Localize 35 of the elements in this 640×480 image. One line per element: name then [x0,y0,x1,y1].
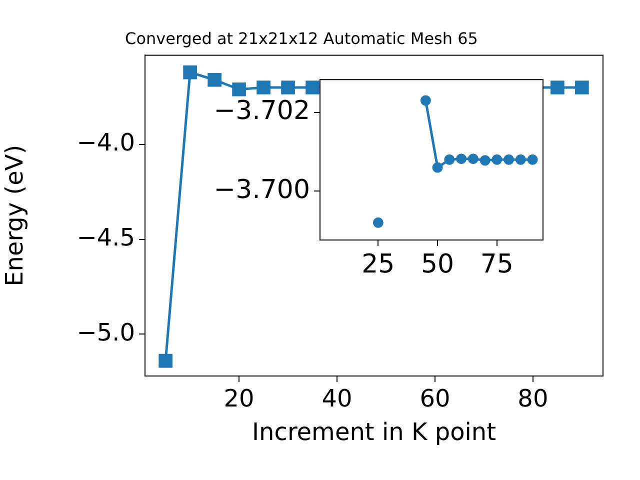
point [468,154,478,164]
x-tick-label: 80 [518,384,548,413]
point [183,65,197,80]
point [208,72,222,87]
point [444,154,455,165]
point [492,154,502,165]
point [575,80,589,94]
point [232,82,246,96]
chart-title: Converged at 21x21x12 Automatic Mesh 65 [125,28,478,48]
point [480,155,490,166]
y-tick-label: −4.0 [76,128,135,157]
y-tick-label: −4.5 [76,224,135,252]
point [504,154,514,165]
point [158,354,172,368]
x-tick-label: 60 [420,384,450,413]
point [256,80,270,94]
point [372,217,384,228]
y-tick-label: −3.700 [214,174,310,205]
x-tick-label: 20 [224,384,254,413]
y-axis-title: Energy (eV) [0,144,29,286]
point [281,80,295,94]
point [432,162,443,173]
point [515,154,526,165]
x-tick-label: 50 [421,249,454,280]
point [527,154,538,165]
x-tick-label: 25 [362,249,395,280]
x-tick-label: 75 [480,249,514,280]
point [550,80,564,94]
point [420,95,431,106]
y-tick-label: −3.702 [214,96,310,126]
point [306,80,320,94]
point [456,154,467,164]
x-axis-title: Increment in K point [252,418,496,446]
x-tick-label: 40 [322,384,352,413]
y-tick-label: −5.0 [76,318,135,346]
